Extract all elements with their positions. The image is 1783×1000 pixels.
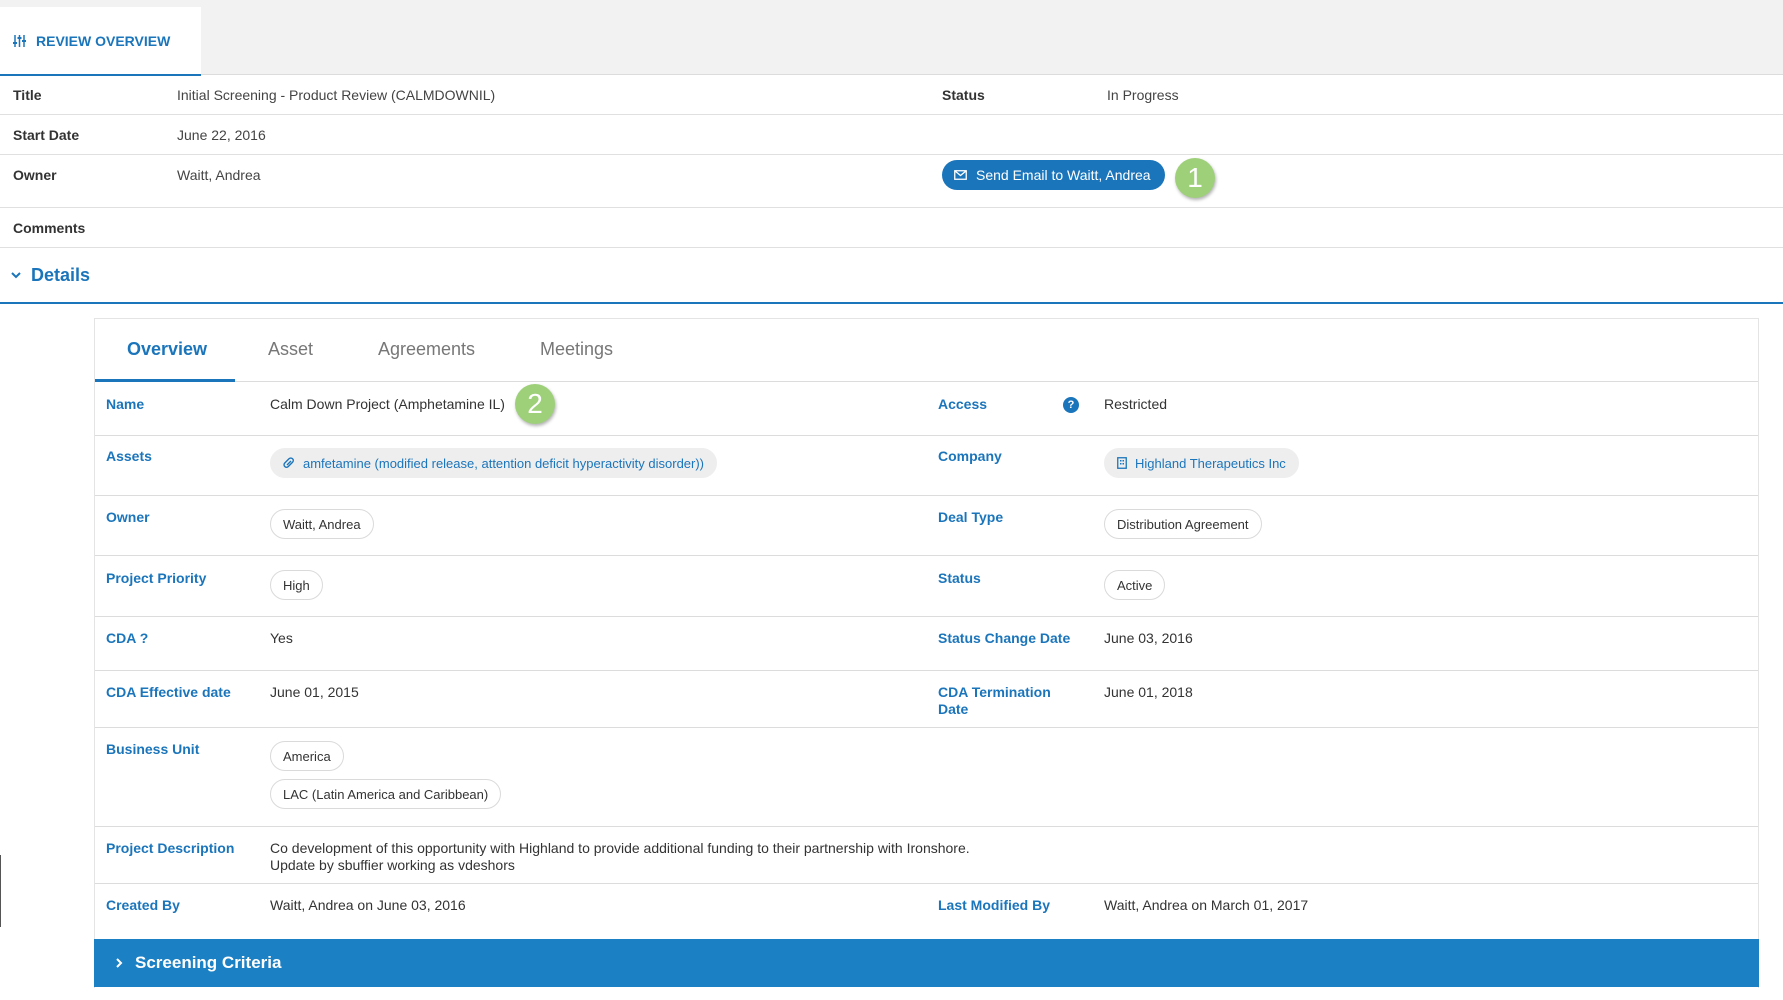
comments-label: Comments — [13, 220, 86, 236]
owner-value: Waitt, Andrea — [177, 167, 261, 183]
asset-pill[interactable]: amfetamine (modified release, attention … — [270, 448, 718, 478]
screening-criteria-label: Screening Criteria — [135, 953, 282, 972]
tab-review-overview-label: REVIEW OVERVIEW — [36, 32, 171, 49]
created-by-label: Created By — [106, 897, 180, 913]
tab-overview[interactable]: Overview — [127, 339, 208, 359]
screening-criteria-toggle[interactable]: Screening Criteria — [94, 939, 1759, 987]
row-business-unit: Business Unit America LAC (Latin America… — [95, 728, 1758, 827]
cda-effective-label: CDA Effective date — [106, 684, 231, 700]
project-status-pill-label: Active — [1117, 577, 1153, 593]
description-line-1: Co development of this opportunity with … — [270, 840, 970, 856]
business-unit-pill: LAC (Latin America and Caribbean) — [270, 779, 502, 809]
cda-termination-label: CDA Termination Date — [938, 684, 1051, 717]
divider — [0, 855, 1, 927]
start-date-value: June 22, 2016 — [177, 127, 266, 143]
last-modified-value: Waitt, Andrea on March 01, 2017 — [1104, 897, 1309, 913]
description-line-2: Update by sbuffier working as vdeshors — [270, 857, 515, 873]
company-pill-label: Highland Therapeutics Inc — [1135, 455, 1286, 471]
status-value: In Progress — [1107, 87, 1179, 103]
title-label: Title — [13, 87, 42, 103]
details-tabs: Overview Asset Agreements Meetings — [95, 319, 1758, 382]
chevron-down-icon — [11, 271, 21, 278]
row-comments: Comments — [0, 208, 1783, 248]
access-label: Access — [938, 396, 988, 412]
envelope-icon — [954, 170, 967, 180]
row-owner-deal: Owner Waitt, Andrea Deal Type Distributi… — [95, 496, 1758, 556]
row-created-modified: Created By Waitt, Andrea on June 03, 201… — [95, 884, 1758, 940]
business-unit-label: Business Unit — [106, 741, 200, 757]
deal-type-label: Deal Type — [938, 509, 1004, 525]
chevron-right-icon — [116, 958, 123, 968]
owner-pill: Waitt, Andrea — [270, 509, 374, 539]
tab-review-overview[interactable]: REVIEW OVERVIEW — [0, 7, 201, 76]
assets-label: Assets — [106, 448, 152, 464]
tab-meetings[interactable]: Meetings — [540, 339, 614, 359]
name-label: Name — [106, 396, 145, 412]
cda-termination-value: June 01, 2018 — [1104, 684, 1193, 700]
owner-field-label: Owner — [106, 509, 150, 525]
status-change-value: June 03, 2016 — [1104, 630, 1193, 646]
business-unit-pill-label: LAC (Latin America and Caribbean) — [283, 786, 489, 802]
building-icon — [1117, 457, 1127, 469]
details-panel: Overview Asset Agreements Meetings Name … — [94, 318, 1759, 988]
pill-icon — [283, 457, 294, 468]
details-label: Details — [31, 264, 91, 285]
details-toggle[interactable]: Details — [0, 248, 1783, 304]
owner-label: Owner — [13, 167, 57, 183]
asset-pill-label: amfetamine (modified release, attention … — [303, 455, 705, 471]
annotation-marker-1: 1 — [1175, 158, 1215, 198]
project-status-pill: Active — [1104, 570, 1166, 600]
row-owner: Owner Waitt, Andrea — [0, 155, 1783, 208]
annotation-marker-2: 2 — [515, 384, 555, 424]
name-link[interactable]: Calm Down Project (Amphetamine IL) — [270, 396, 505, 412]
cda-label: CDA ? — [106, 630, 149, 646]
status-label: Status — [942, 87, 985, 103]
deal-type-pill-label: Distribution Agreement — [1117, 516, 1249, 532]
top-bar: REVIEW OVERVIEW — [0, 0, 1783, 76]
send-email-button[interactable]: Send Email to Waitt, Andrea — [942, 160, 1165, 190]
project-status-label: Status — [938, 570, 981, 586]
priority-pill-label: High — [283, 577, 310, 593]
row-start-date: Start Date June 22, 2016 — [0, 115, 1783, 155]
send-email-label: Send Email to Waitt, Andrea — [976, 167, 1151, 183]
priority-pill: High — [270, 570, 323, 600]
access-value: Restricted — [1104, 396, 1168, 412]
start-date-label: Start Date — [13, 127, 80, 143]
company-pill[interactable]: Highland Therapeutics Inc — [1104, 448, 1299, 478]
row-assets: Assets amfetamine (modified release, att… — [95, 436, 1758, 496]
row-description: Project Description Co development of th… — [95, 827, 1758, 884]
priority-label: Project Priority — [106, 570, 207, 586]
row-title: Title Initial Screening - Product Review… — [0, 75, 1783, 115]
tab-asset[interactable]: Asset — [268, 339, 314, 359]
row-name: Name Calm Down Project (Amphetamine IL) … — [95, 382, 1758, 436]
tab-active-indicator — [95, 379, 235, 382]
row-cda-dates: CDA Effective date June 01, 2015 CDA Ter… — [95, 671, 1758, 728]
title-value: Initial Screening - Product Review (CALM… — [177, 87, 496, 103]
business-unit-pill-label: America — [283, 748, 331, 764]
sliders-icon — [13, 34, 26, 47]
row-cda: CDA ? Yes Status Change Date June 03, 20… — [95, 617, 1758, 671]
deal-type-pill: Distribution Agreement — [1104, 509, 1262, 539]
cda-effective-value: June 01, 2015 — [270, 684, 359, 700]
owner-pill-label: Waitt, Andrea — [283, 516, 361, 532]
business-unit-pill: America — [270, 741, 344, 771]
help-icon[interactable]: ? — [1063, 397, 1079, 413]
created-by-value: Waitt, Andrea on June 03, 2016 — [270, 897, 466, 913]
row-priority-status: Project Priority High Status Active — [95, 556, 1758, 617]
description-label: Project Description — [106, 840, 235, 856]
company-label: Company — [938, 448, 1002, 464]
status-change-label: Status Change Date — [938, 630, 1071, 646]
last-modified-label: Last Modified By — [938, 897, 1051, 913]
tab-agreements[interactable]: Agreements — [378, 339, 476, 359]
cda-value: Yes — [270, 630, 293, 646]
